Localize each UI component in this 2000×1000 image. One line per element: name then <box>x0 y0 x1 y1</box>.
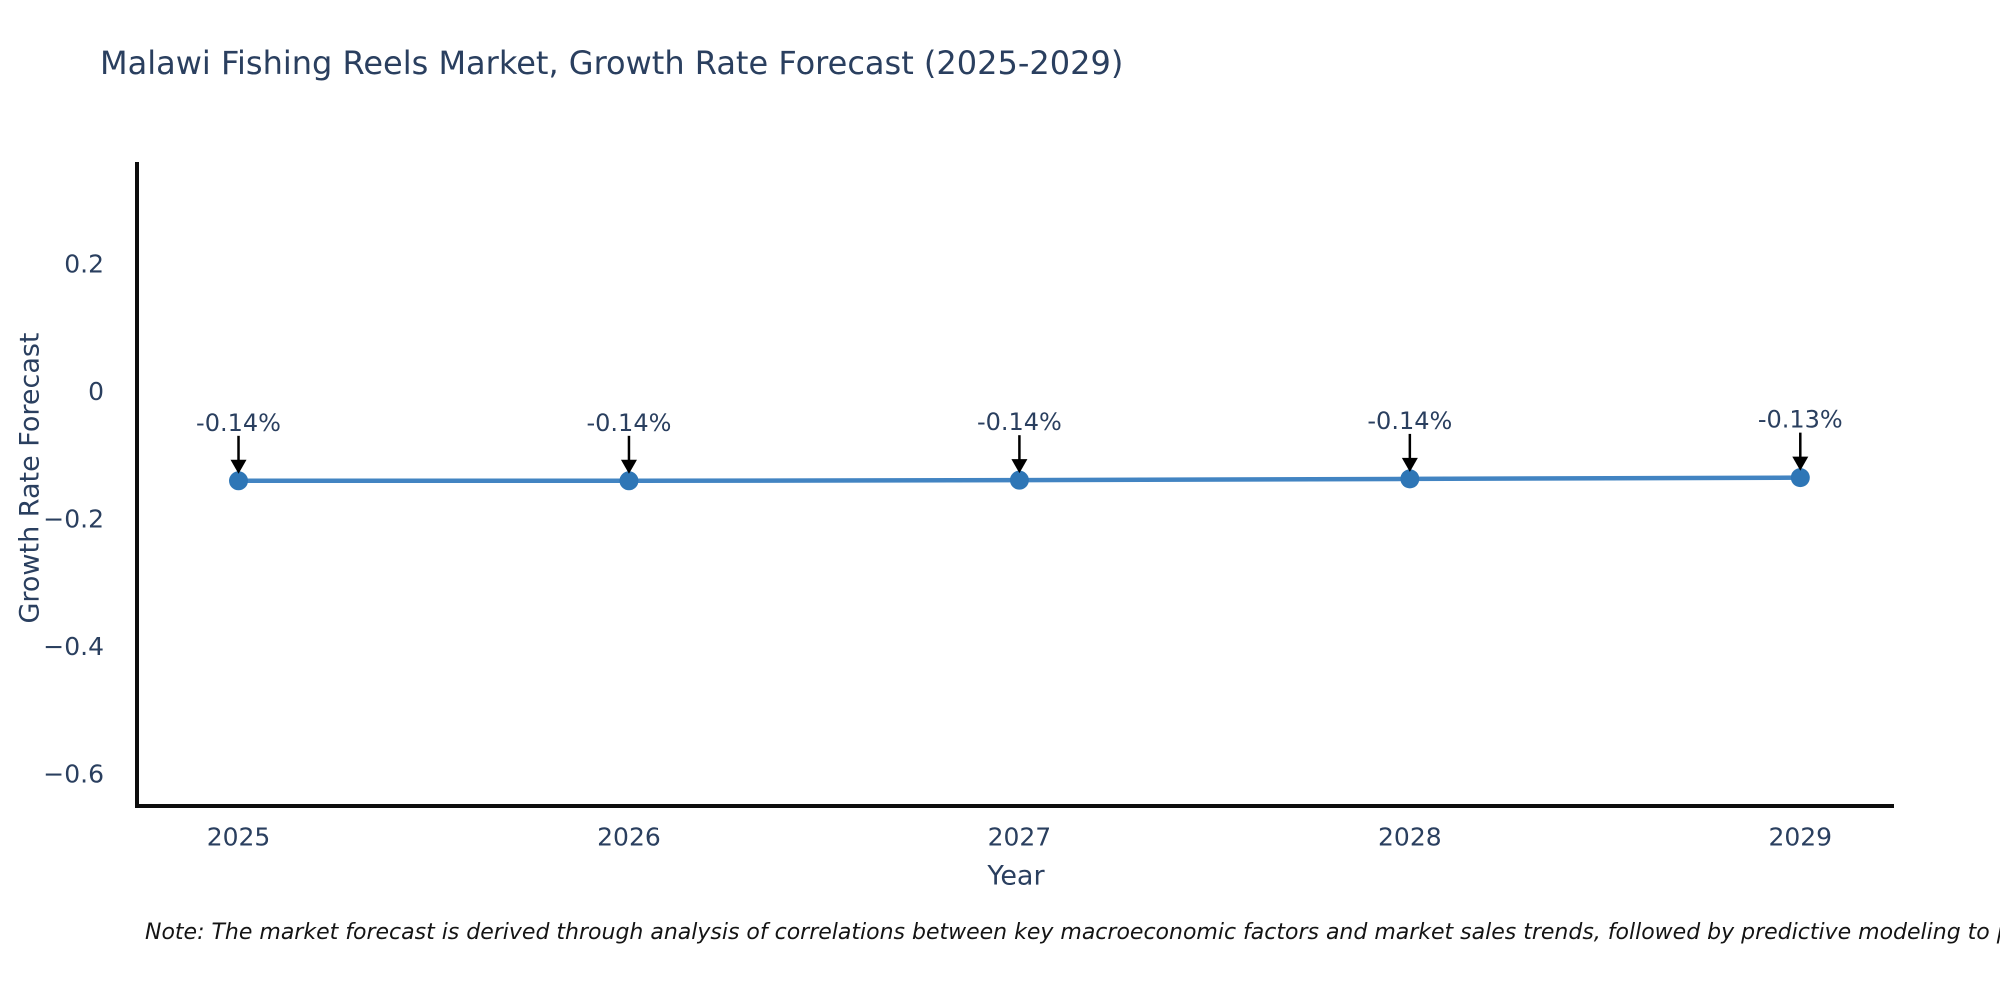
data-point-2027 <box>1009 470 1029 490</box>
y-tick-label: −0.4 <box>43 632 104 661</box>
x-tick-label: 2027 <box>988 823 1052 852</box>
annotation-label: -0.14% <box>977 408 1062 436</box>
y-tick-label: −0.6 <box>43 760 104 789</box>
annotation-arrowhead <box>1401 457 1418 472</box>
annotation-arrowhead <box>1792 456 1809 471</box>
footnote: Note: The market forecast is derived thr… <box>145 920 2000 945</box>
annotation-arrowhead <box>620 459 637 474</box>
x-tick-label: 2025 <box>207 823 271 852</box>
x-tick-label: 2026 <box>597 823 661 852</box>
x-axis-title: Year <box>987 860 1045 892</box>
chart-title: Malawi Fishing Reels Market, Growth Rate… <box>100 44 1124 82</box>
annotation-label: -0.14% <box>1367 407 1452 435</box>
x-tick-label: 2028 <box>1378 823 1442 852</box>
data-point-2026 <box>619 471 639 491</box>
x-tick-label: 2029 <box>1768 823 1832 852</box>
annotation-arrowhead <box>230 459 247 474</box>
y-tick-label: 0.2 <box>64 250 104 279</box>
y-tick-label: 0 <box>88 377 104 406</box>
annotation-label: -0.14% <box>196 409 281 437</box>
data-point-2025 <box>229 471 249 491</box>
data-point-2028 <box>1400 469 1420 489</box>
annotation-label: -0.13% <box>1758 406 1843 434</box>
data-point-2029 <box>1790 468 1810 488</box>
annotation-arrowhead <box>1011 459 1028 474</box>
annotation-label: -0.14% <box>587 409 672 437</box>
y-tick-label: −0.2 <box>43 505 104 534</box>
